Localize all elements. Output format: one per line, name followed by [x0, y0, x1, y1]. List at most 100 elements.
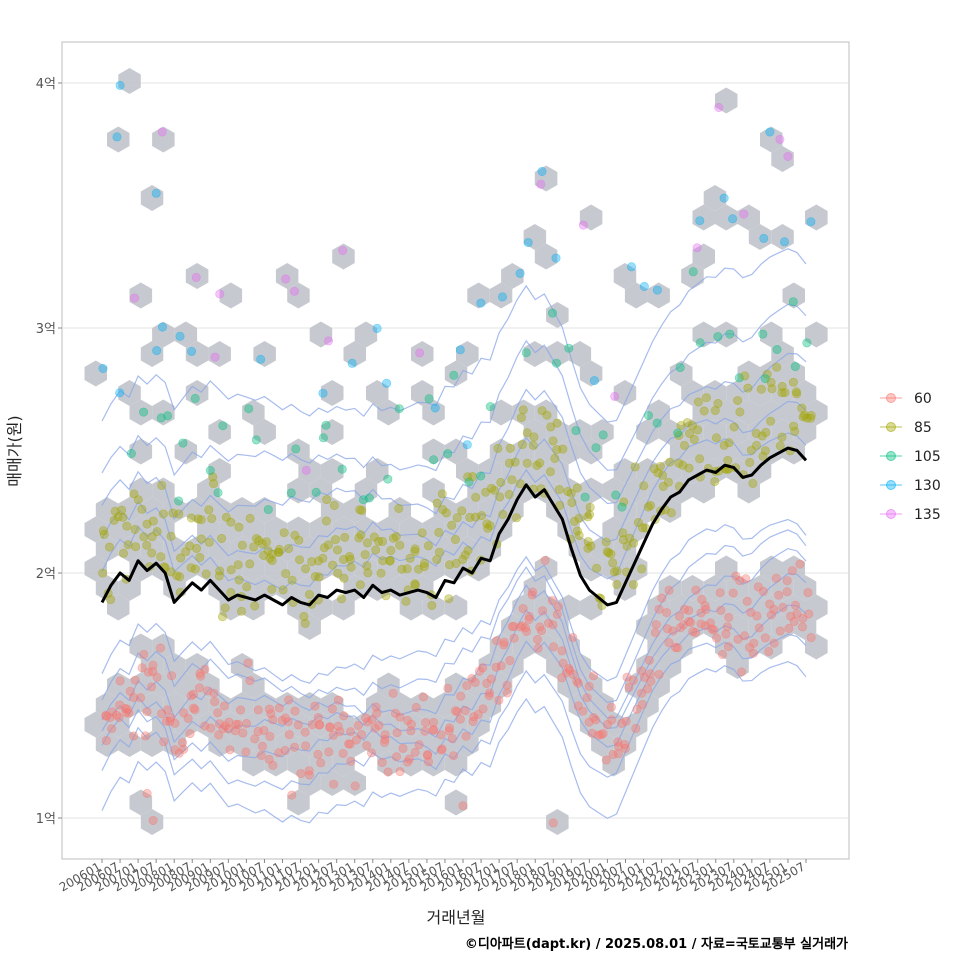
- hexbin-cell: [805, 633, 828, 660]
- scatter-point: [162, 705, 172, 715]
- scatter-point: [266, 709, 276, 719]
- scatter-point: [748, 478, 758, 488]
- scatter-point: [478, 704, 488, 714]
- scatter-point: [195, 683, 205, 693]
- scatter-point: [797, 403, 807, 413]
- scatter-point: [806, 217, 816, 227]
- hexbin-cell: [669, 438, 693, 465]
- scatter-point: [147, 682, 157, 692]
- scatter-point: [339, 711, 349, 721]
- hexbin-cell: [422, 750, 445, 777]
- hexbin-cell: [456, 458, 479, 484]
- scatter-point: [300, 727, 310, 737]
- scatter-point: [130, 293, 140, 303]
- scatter-point: [356, 530, 366, 540]
- scatter-point: [347, 358, 357, 368]
- scatter-point: [122, 521, 132, 531]
- scatter-point: [105, 542, 115, 552]
- hexbin-cell: [602, 750, 625, 777]
- scatter-point: [616, 718, 626, 728]
- scatter-point: [221, 512, 231, 522]
- hexbin-cell: [343, 536, 366, 562]
- scatter-point: [775, 626, 785, 636]
- hexbin-cell: [669, 360, 693, 387]
- scatter-point: [283, 717, 293, 727]
- scatter-point: [719, 193, 729, 203]
- hexbin-cell: [129, 399, 153, 426]
- scatter-point: [151, 188, 161, 198]
- scatter-point: [414, 564, 424, 574]
- scatter-point: [505, 443, 515, 453]
- scatter-point: [291, 444, 301, 454]
- scatter-point: [675, 623, 685, 633]
- scatter-point: [777, 432, 787, 442]
- scatter-point: [666, 508, 676, 518]
- hexbin-cell: [636, 692, 659, 718]
- hexbin-cell: [557, 477, 580, 504]
- scatter-point: [484, 688, 494, 698]
- hexbin-cell: [129, 672, 153, 699]
- scatter-point: [220, 603, 230, 613]
- scatter-point: [628, 580, 638, 590]
- scatter-point: [643, 684, 653, 694]
- scatter-point: [725, 329, 735, 339]
- scatter-point: [543, 618, 553, 628]
- scatter-point: [429, 455, 439, 465]
- scatter-point: [499, 637, 509, 647]
- hexbin-cell: [669, 633, 693, 660]
- scatter-point: [299, 611, 309, 621]
- scatter-point: [695, 338, 705, 348]
- hexbin-cell: [208, 458, 231, 484]
- scatter-point: [549, 642, 559, 652]
- scatter-point: [754, 623, 764, 633]
- scatter-point: [788, 297, 798, 307]
- scatter-point: [395, 540, 405, 550]
- scatter-point: [568, 669, 578, 679]
- scatter-point: [675, 363, 685, 373]
- scatter-point: [584, 681, 594, 691]
- scatter-point: [398, 743, 408, 753]
- scatter-point: [752, 611, 762, 621]
- scatter-point: [311, 487, 321, 497]
- scatter-point: [589, 376, 599, 386]
- hexbin-cell: [242, 672, 265, 699]
- scatter-point: [367, 715, 377, 725]
- scatter-point: [573, 701, 583, 711]
- scatter-point: [363, 568, 373, 578]
- hexbin-cell: [534, 165, 558, 192]
- scatter-point: [219, 701, 229, 711]
- scatter-point: [471, 492, 481, 502]
- scatter-point: [178, 438, 188, 448]
- scatter-point: [757, 431, 767, 441]
- hexbin-cell: [501, 653, 524, 679]
- scatter-point: [637, 699, 647, 709]
- hexbin-cell: [737, 204, 760, 231]
- scatter-point: [196, 534, 206, 544]
- scatter-point: [385, 556, 395, 566]
- scatter-point: [654, 604, 664, 614]
- scatter-point: [552, 609, 562, 619]
- scatter-point: [626, 262, 636, 272]
- hexbin-cell: [399, 555, 423, 582]
- scatter-point: [651, 620, 661, 630]
- scatter-point: [553, 601, 563, 611]
- scatter-point: [213, 488, 223, 498]
- legend: 60 85 105 130 135: [880, 391, 941, 523]
- scatter-point: [558, 444, 568, 454]
- scatter-point: [591, 443, 601, 453]
- scatter-point: [357, 505, 367, 515]
- hexbin-cell: [456, 497, 479, 523]
- hexbin-cell: [230, 536, 254, 562]
- scatter-point: [485, 402, 495, 412]
- scatter-point: [364, 493, 374, 503]
- scatter-point: [695, 454, 705, 464]
- x-axis-title: 거래년월: [427, 908, 486, 927]
- hexbin-cell: [129, 555, 153, 582]
- scatter-point: [769, 604, 779, 614]
- scatter-point: [257, 741, 267, 751]
- y-tick-label: 2억: [36, 567, 56, 582]
- hexbin-cell: [219, 711, 243, 738]
- scatter-point: [567, 498, 577, 508]
- scatter-point: [458, 801, 468, 811]
- legend-key-135: [886, 509, 896, 519]
